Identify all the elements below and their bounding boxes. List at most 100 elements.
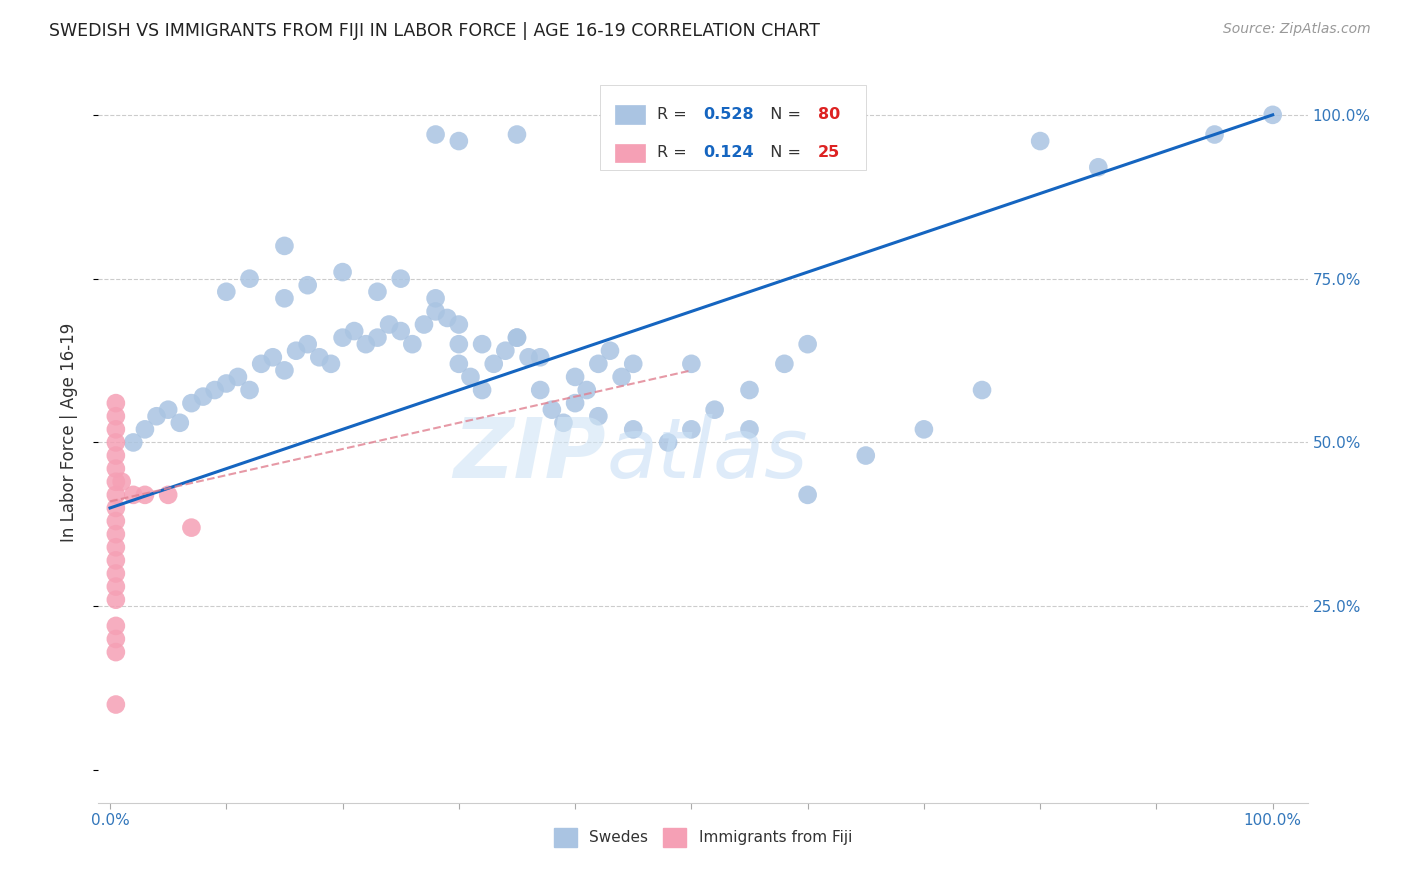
- FancyBboxPatch shape: [614, 105, 645, 124]
- Point: [447, 318, 470, 332]
- Point: [250, 357, 273, 371]
- Point: [1087, 161, 1109, 175]
- Point: [122, 435, 145, 450]
- Point: [401, 337, 423, 351]
- Point: [482, 357, 505, 371]
- Point: [104, 449, 127, 463]
- Point: [157, 488, 180, 502]
- Point: [239, 271, 262, 285]
- Text: 80: 80: [818, 107, 841, 122]
- Point: [104, 475, 127, 489]
- Point: [332, 265, 354, 279]
- Point: [738, 383, 761, 397]
- Point: [575, 383, 598, 397]
- Point: [239, 383, 262, 397]
- Point: [738, 422, 761, 436]
- Point: [191, 390, 214, 404]
- Point: [447, 134, 470, 148]
- Point: [517, 351, 540, 365]
- Point: [1261, 108, 1284, 122]
- Point: [529, 351, 551, 365]
- Point: [134, 488, 156, 502]
- Point: [122, 488, 145, 502]
- Point: [180, 521, 202, 535]
- Point: [413, 318, 436, 332]
- Point: [1029, 134, 1052, 148]
- FancyBboxPatch shape: [614, 144, 645, 162]
- Point: [104, 541, 127, 555]
- Point: [273, 291, 295, 305]
- Text: 0.124: 0.124: [703, 145, 754, 161]
- Point: [104, 553, 127, 567]
- Point: [297, 337, 319, 351]
- Point: [425, 128, 447, 142]
- Point: [681, 422, 703, 436]
- Point: [104, 632, 127, 646]
- Point: [104, 592, 127, 607]
- Text: 0.528: 0.528: [703, 107, 754, 122]
- Point: [104, 527, 127, 541]
- Point: [564, 396, 586, 410]
- Point: [332, 330, 354, 344]
- Point: [425, 291, 447, 305]
- Point: [912, 422, 935, 436]
- Y-axis label: In Labor Force | Age 16-19: In Labor Force | Age 16-19: [59, 323, 77, 542]
- Point: [145, 409, 167, 424]
- Point: [447, 337, 470, 351]
- Point: [104, 500, 127, 515]
- Point: [657, 435, 679, 450]
- Point: [599, 343, 621, 358]
- Text: atlas: atlas: [606, 414, 808, 495]
- Point: [285, 343, 308, 358]
- Point: [378, 318, 401, 332]
- Point: [773, 357, 796, 371]
- Text: Source: ZipAtlas.com: Source: ZipAtlas.com: [1223, 22, 1371, 37]
- Point: [389, 324, 412, 338]
- Text: R =: R =: [657, 107, 692, 122]
- Point: [157, 402, 180, 417]
- Point: [104, 566, 127, 581]
- Point: [506, 330, 529, 344]
- Point: [855, 449, 877, 463]
- Point: [354, 337, 377, 351]
- Point: [425, 304, 447, 318]
- Point: [366, 285, 388, 299]
- FancyBboxPatch shape: [600, 85, 866, 169]
- Text: R =: R =: [657, 145, 692, 161]
- Point: [262, 351, 284, 365]
- Point: [319, 357, 342, 371]
- Text: ZIP: ZIP: [454, 414, 606, 495]
- Point: [169, 416, 191, 430]
- Point: [436, 310, 458, 325]
- Point: [180, 396, 202, 410]
- Point: [215, 285, 238, 299]
- Point: [553, 416, 575, 430]
- Point: [389, 271, 412, 285]
- Point: [471, 337, 494, 351]
- Point: [366, 330, 388, 344]
- Point: [273, 239, 295, 253]
- Point: [621, 422, 644, 436]
- Legend: Swedes, Immigrants from Fiji: Swedes, Immigrants from Fiji: [547, 821, 859, 855]
- Point: [588, 357, 610, 371]
- Text: N =: N =: [759, 107, 806, 122]
- Point: [796, 488, 818, 502]
- Point: [204, 383, 226, 397]
- Point: [104, 396, 127, 410]
- Point: [343, 324, 366, 338]
- Point: [297, 278, 319, 293]
- Point: [111, 475, 134, 489]
- Point: [104, 409, 127, 424]
- Point: [273, 363, 295, 377]
- Point: [460, 370, 482, 384]
- Point: [215, 376, 238, 391]
- Point: [1204, 128, 1226, 142]
- Point: [104, 619, 127, 633]
- Point: [447, 357, 470, 371]
- Point: [588, 409, 610, 424]
- Point: [104, 422, 127, 436]
- Point: [621, 357, 644, 371]
- Point: [104, 698, 127, 712]
- Point: [610, 370, 633, 384]
- Point: [506, 330, 529, 344]
